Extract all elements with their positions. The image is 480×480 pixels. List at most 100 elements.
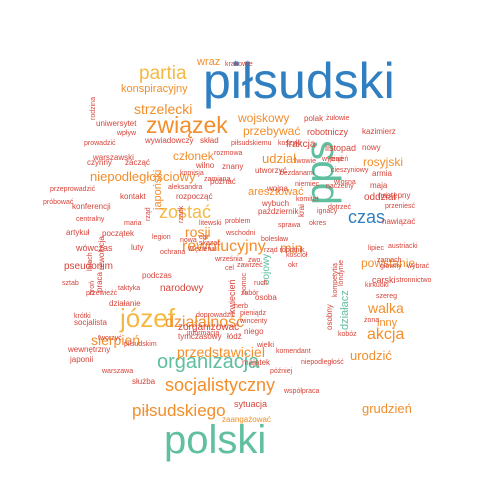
word-86: rozpocząć xyxy=(176,192,213,201)
word-67: jesień xyxy=(330,156,349,163)
word-117: główny xyxy=(380,263,402,270)
word-77: przeprowadzić xyxy=(50,186,96,193)
word-54: piłsudskiemu xyxy=(231,140,272,147)
word-81: niemiec xyxy=(295,181,320,188)
word-7: partia xyxy=(139,63,187,84)
word-75: wiosna xyxy=(334,179,356,186)
word-76: następny xyxy=(378,191,411,200)
word-37: frakcja xyxy=(286,139,316,150)
word-73: bezdanami xyxy=(280,170,315,177)
word-47: żułowie xyxy=(326,115,350,122)
word-162: pomoc xyxy=(241,272,248,294)
word-78: aleksandra xyxy=(168,184,203,191)
word-122: okr xyxy=(288,262,298,269)
word-95: październik xyxy=(258,207,299,216)
word-15: akcja xyxy=(367,326,405,343)
word-57: wyciąć xyxy=(322,156,344,163)
word-98: problem xyxy=(225,218,251,225)
word-46: polak xyxy=(304,114,324,123)
word-139: doprowadzić xyxy=(196,312,236,319)
word-1: piłsudski xyxy=(203,53,395,109)
word-157: służba xyxy=(132,377,156,386)
word-3: józef xyxy=(120,303,175,333)
word-11: czas xyxy=(348,207,386,227)
word-154: majątek xyxy=(242,358,271,367)
word-48: kazimierz xyxy=(362,127,396,136)
word-103: początek xyxy=(102,229,135,238)
word-167: kobóz xyxy=(338,331,357,338)
word-21: walka xyxy=(368,300,404,316)
word-89: ignacy xyxy=(317,208,338,215)
word-19: sierpień xyxy=(91,332,141,348)
word-151: piłsudskim xyxy=(124,341,157,348)
word-88: komitet xyxy=(296,196,319,203)
word-102: artykuł xyxy=(66,228,90,237)
word-131: przewieźć xyxy=(86,290,118,297)
word-116: kościół xyxy=(286,252,308,259)
word-17: niepodległościowy xyxy=(90,169,196,184)
word-105: legion xyxy=(152,234,171,241)
word-38: narodowy xyxy=(160,283,204,294)
word-150: japonii xyxy=(70,355,94,364)
word-112: wybrać xyxy=(407,263,430,270)
word-107: car xyxy=(199,234,209,241)
word-5: organizacja xyxy=(157,351,260,373)
word-99: sprawa xyxy=(278,222,301,229)
word-70: maja xyxy=(370,181,388,190)
word-155: warszawa xyxy=(102,368,134,375)
word-156: później xyxy=(270,368,293,375)
word-136: herb xyxy=(234,303,249,310)
word-53: skład xyxy=(200,136,219,145)
word-8: socjalistyczny xyxy=(165,375,276,395)
word-60: prowadzić xyxy=(84,140,116,147)
word-23: grudzień xyxy=(362,401,412,416)
word-40: sytuacja xyxy=(234,399,268,409)
word-55: koszyki xyxy=(278,140,301,147)
word-42: robotniczy xyxy=(307,127,349,137)
word-128: zabór xyxy=(241,290,259,297)
word-135: działanie xyxy=(109,299,141,308)
word-94: wschodni xyxy=(226,230,256,237)
word-49: uniwersytet xyxy=(96,119,137,128)
word-132: taktyka xyxy=(118,285,141,292)
word-66: lwowie xyxy=(295,158,317,165)
word-126: ruch xyxy=(254,280,268,287)
word-171: kirkuoki xyxy=(365,282,389,289)
word-119: września xyxy=(215,256,243,263)
word-158: współpraca xyxy=(284,388,320,395)
word-129: szereg xyxy=(376,293,398,300)
word-166: krai xyxy=(297,204,306,217)
word-143: wewnętrzny xyxy=(68,345,111,354)
word-152: komendant xyxy=(276,348,311,355)
word-87: wybuch xyxy=(262,199,290,208)
word-133: osoba xyxy=(255,293,277,302)
word-68: cieszyniowy xyxy=(331,167,369,174)
word-25: powstanie xyxy=(361,256,416,270)
word-163: kwiecień xyxy=(227,279,237,314)
word-32: inny xyxy=(377,317,398,329)
word-52: wywiadowczy xyxy=(145,136,194,145)
word-148: łódź xyxy=(227,332,242,341)
word-104: rząd xyxy=(145,207,152,221)
word-91: nawiązać xyxy=(382,217,416,226)
word-51: warszawski xyxy=(93,153,134,162)
word-109: bolesław xyxy=(261,236,289,243)
word-9: piłsudskiego xyxy=(132,401,226,420)
word-13: działalność xyxy=(165,314,245,331)
word-113: wówczas xyxy=(76,243,113,253)
word-28: udział xyxy=(262,151,296,166)
word-64: znany xyxy=(222,162,244,171)
word-121: zawrzeć xyxy=(237,262,263,269)
word-97: litewski xyxy=(199,220,222,227)
word-130: rewolucja xyxy=(97,236,106,270)
word-142: żona xyxy=(364,317,380,324)
word-100: lipiec xyxy=(368,245,384,252)
word-145: niego xyxy=(244,327,264,336)
word-153: niepodległość xyxy=(301,359,344,366)
word-168: ochrana xyxy=(160,249,186,256)
word-79: poznać xyxy=(210,177,236,186)
word-118: pseudonim xyxy=(64,261,113,272)
word-50: wpływ xyxy=(117,130,137,137)
word-108: skazać xyxy=(199,240,221,247)
word-159: latach xyxy=(87,252,94,271)
